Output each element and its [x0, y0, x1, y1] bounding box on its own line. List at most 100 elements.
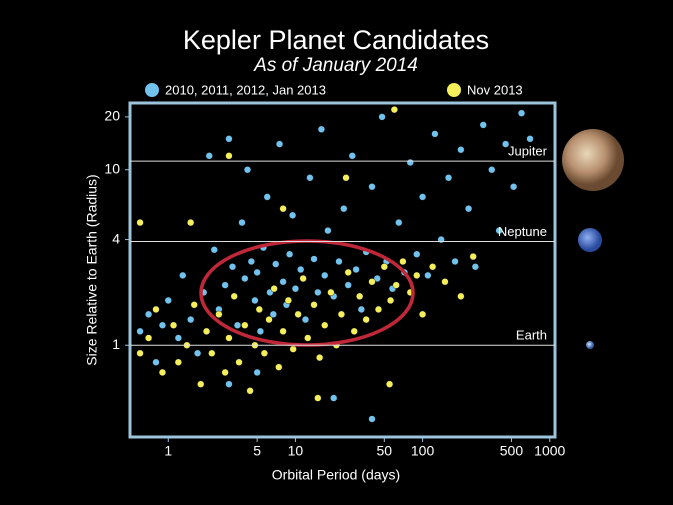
- legend-marker: [145, 83, 159, 97]
- data-point: [510, 183, 518, 191]
- data-point: [187, 315, 195, 324]
- data-point: [390, 106, 398, 114]
- legend-label: 2010, 2011, 2012, Jan 2013: [165, 82, 326, 97]
- data-point: [136, 349, 144, 357]
- chart-title: Kepler Planet Candidates: [183, 25, 489, 55]
- data-point: [210, 246, 218, 254]
- data-point: [356, 292, 364, 300]
- data-point: [431, 130, 439, 138]
- data-point: [238, 218, 246, 227]
- data-point: [190, 301, 198, 309]
- data-point: [378, 113, 386, 121]
- data-point: [488, 166, 496, 174]
- data-point: [479, 121, 487, 129]
- data-point: [251, 296, 259, 305]
- data-point: [386, 296, 395, 305]
- data-point: [321, 321, 329, 329]
- reference-label: Neptune: [498, 224, 547, 239]
- y-axis-label: Size Relative to Earth (Radius): [84, 174, 100, 365]
- data-point: [246, 387, 254, 395]
- chart-subtitle: As of January 2014: [253, 55, 418, 76]
- data-point: [241, 274, 249, 283]
- data-point: [317, 125, 325, 133]
- data-point: [399, 257, 407, 266]
- y-tick-label: 20: [104, 108, 120, 124]
- data-point: [340, 205, 348, 213]
- data-point: [357, 305, 365, 314]
- data-point: [395, 218, 403, 227]
- data-point: [215, 310, 223, 318]
- data-point: [136, 327, 144, 335]
- data-point: [392, 281, 400, 289]
- data-point: [279, 327, 287, 335]
- data-point: [294, 310, 302, 318]
- data-point: [164, 296, 172, 305]
- data-point: [344, 281, 352, 289]
- data-point: [301, 315, 310, 324]
- data-point: [310, 255, 318, 263]
- data-point: [174, 358, 182, 366]
- data-point: [158, 368, 167, 377]
- data-point: [284, 296, 292, 305]
- reference-label: Earth: [516, 328, 547, 343]
- x-axis-label: Orbital Period (days): [272, 467, 400, 483]
- data-point: [270, 285, 278, 293]
- data-point: [228, 263, 237, 271]
- y-tick-label: 10: [104, 160, 120, 176]
- data-point: [233, 321, 242, 329]
- data-point: [299, 274, 307, 283]
- data-point: [174, 334, 182, 342]
- legend-label: Nov 2013: [467, 82, 523, 97]
- data-point: [225, 334, 233, 342]
- data-point: [221, 281, 229, 289]
- data-point: [368, 183, 376, 191]
- data-point: [314, 288, 322, 297]
- data-point: [235, 358, 243, 366]
- data-point: [275, 140, 284, 148]
- data-point: [418, 193, 427, 201]
- data-point: [193, 349, 202, 357]
- y-tick-label: 1: [112, 336, 120, 352]
- data-point: [444, 174, 453, 182]
- data-point: [225, 135, 233, 143]
- data-point: [275, 363, 283, 371]
- data-point: [429, 263, 437, 271]
- data-point: [321, 271, 329, 279]
- data-point: [187, 218, 195, 227]
- data-point: [152, 358, 160, 366]
- data-point: [205, 152, 213, 160]
- data-point: [243, 166, 252, 174]
- data-point: [263, 193, 271, 201]
- data-point: [350, 327, 358, 335]
- data-point: [418, 310, 427, 318]
- legend-marker: [447, 83, 461, 97]
- data-point: [441, 278, 449, 286]
- data-point: [457, 146, 465, 154]
- x-tick-label: 50: [377, 443, 393, 459]
- data-point: [297, 265, 305, 274]
- data-point: [269, 310, 277, 318]
- x-tick-label: 1: [164, 443, 172, 459]
- reference-label: Jupiter: [508, 144, 548, 159]
- data-point: [517, 109, 526, 117]
- data-point: [413, 271, 421, 279]
- data-point: [380, 263, 388, 271]
- x-tick-label: 5: [253, 443, 261, 459]
- data-point: [247, 257, 255, 266]
- data-point: [316, 354, 324, 362]
- data-point: [179, 271, 187, 279]
- data-point: [256, 327, 264, 335]
- data-point: [225, 152, 233, 160]
- data-point: [464, 205, 473, 213]
- data-point: [265, 315, 273, 324]
- data-point: [306, 174, 314, 182]
- data-point: [208, 349, 216, 357]
- data-point: [526, 135, 534, 143]
- data-point: [314, 394, 322, 402]
- data-point: [253, 268, 261, 277]
- data-point: [348, 152, 356, 160]
- data-point: [225, 380, 233, 388]
- data-point: [202, 327, 211, 335]
- data-point: [289, 345, 297, 353]
